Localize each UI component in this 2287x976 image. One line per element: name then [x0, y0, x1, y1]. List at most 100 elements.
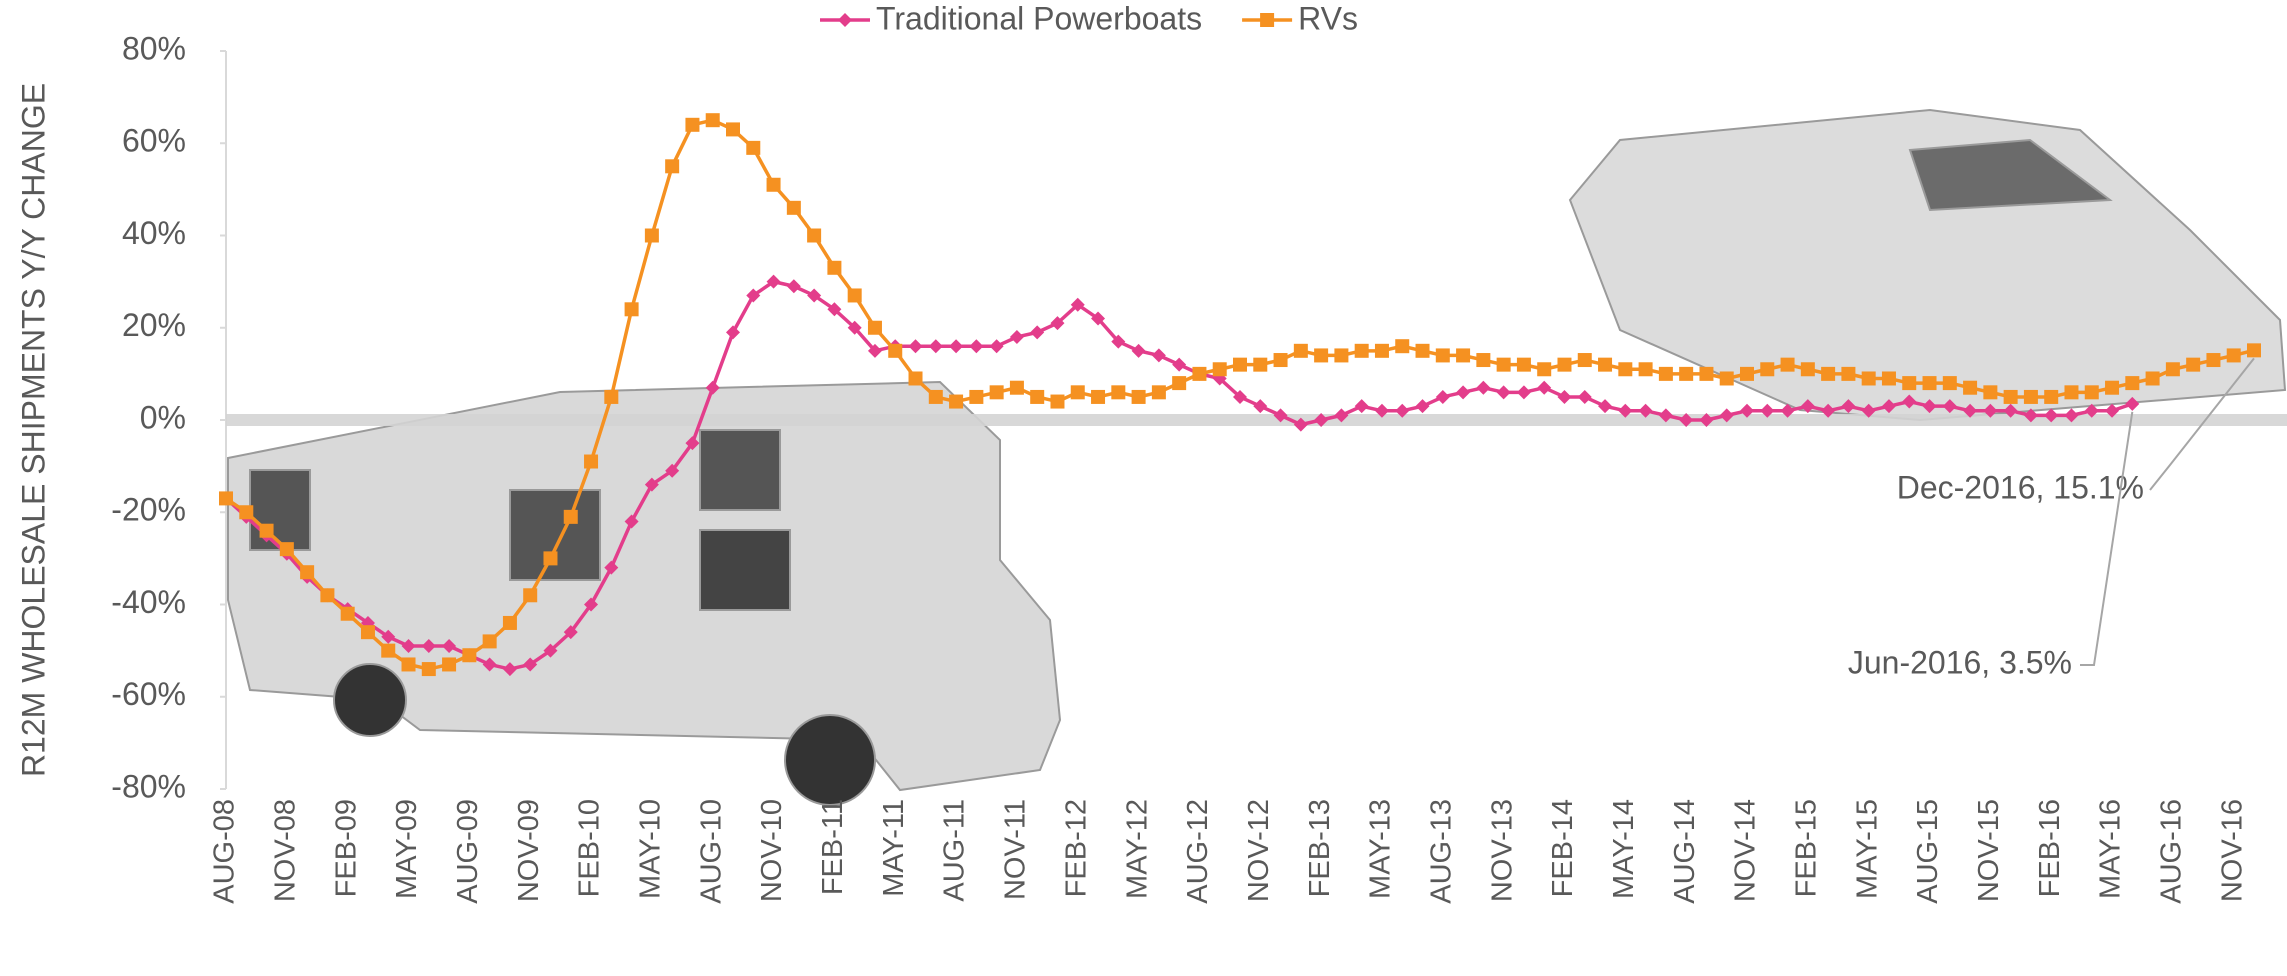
- y-tick-label: 60%: [122, 123, 186, 159]
- y-axis-title: R12M WHOLESALE SHIPMENTS Y/Y CHANGE: [15, 83, 51, 777]
- data-point: [1659, 367, 1673, 381]
- data-point: [1010, 330, 1024, 344]
- data-point: [949, 339, 963, 353]
- data-point: [1456, 348, 1470, 362]
- data-point: [1010, 381, 1024, 395]
- data-point: [402, 657, 416, 671]
- x-tick-label: NOV-10: [756, 799, 788, 902]
- data-point: [1375, 344, 1389, 358]
- data-point: [1253, 399, 1267, 413]
- data-point: [1192, 367, 1206, 381]
- data-point: [1740, 367, 1754, 381]
- data-point: [949, 395, 963, 409]
- data-point: [2166, 362, 2180, 376]
- data-point: [604, 390, 618, 404]
- data-point: [462, 648, 476, 662]
- data-point: [2125, 376, 2139, 390]
- data-point: [523, 588, 537, 602]
- data-point: [1233, 358, 1247, 372]
- data-point: [1071, 385, 1085, 399]
- data-point: [645, 229, 659, 243]
- x-tick-label: MAY-09: [391, 799, 423, 899]
- legend-label: Traditional Powerboats: [876, 0, 1202, 36]
- data-point: [1334, 348, 1348, 362]
- x-tick-label: FEB-16: [2034, 799, 2066, 897]
- data-point: [2227, 348, 2241, 362]
- x-tick-label: NOV-16: [2216, 799, 2248, 902]
- data-point: [1132, 344, 1146, 358]
- data-point: [807, 229, 821, 243]
- data-point: [320, 588, 334, 602]
- x-tick-label: FEB-11: [817, 799, 849, 895]
- data-point: [929, 390, 943, 404]
- data-point: [2004, 390, 2018, 404]
- annotation: Dec-2016, 15.1%: [1897, 469, 2144, 505]
- data-point: [1436, 390, 1450, 404]
- data-point: [219, 491, 233, 505]
- data-point: [341, 607, 355, 621]
- data-point: [787, 201, 801, 215]
- x-tick-label: MAY-16: [2095, 799, 2127, 899]
- x-tick-label: FEB-14: [1547, 799, 1579, 897]
- x-tick-label: MAY-14: [1608, 799, 1640, 899]
- data-point: [868, 321, 882, 335]
- x-tick-label: NOV-08: [269, 799, 301, 902]
- data-point: [1497, 358, 1511, 372]
- x-tick-label: FEB-10: [574, 799, 606, 897]
- data-point: [1821, 367, 1835, 381]
- data-point: [1476, 381, 1490, 395]
- x-tick-label: FEB-09: [330, 799, 362, 897]
- x-tick-label: FEB-15: [1790, 799, 1822, 897]
- y-tick-label: 80%: [122, 30, 186, 66]
- data-point: [2206, 353, 2220, 367]
- data-point: [2024, 390, 2038, 404]
- data-point: [2186, 358, 2200, 372]
- data-point: [1416, 344, 1430, 358]
- data-point: [1436, 348, 1450, 362]
- data-point: [1923, 376, 1937, 390]
- data-point: [1213, 362, 1227, 376]
- data-point: [1618, 362, 1632, 376]
- x-tick-label: FEB-12: [1060, 799, 1092, 897]
- data-point: [990, 339, 1004, 353]
- x-tick-label: AUG-13: [1425, 799, 1457, 904]
- x-tick-label: AUG-14: [1669, 799, 1701, 904]
- data-point: [1699, 367, 1713, 381]
- data-point: [1132, 390, 1146, 404]
- data-point: [1537, 362, 1551, 376]
- data-point: [239, 505, 253, 519]
- data-point: [442, 657, 456, 671]
- x-tick-label: AUG-11: [939, 799, 971, 902]
- data-point: [381, 644, 395, 658]
- data-point: [1416, 399, 1430, 413]
- data-point: [1253, 358, 1267, 372]
- data-point: [1781, 358, 1795, 372]
- data-point: [746, 141, 760, 155]
- data-point: [726, 325, 740, 339]
- y-tick-label: 40%: [122, 215, 186, 251]
- y-tick-label: -80%: [111, 768, 186, 804]
- chart: R12M WHOLESALE SHIPMENTS Y/Y CHANGE Trad…: [0, 0, 2287, 976]
- data-point: [1111, 385, 1125, 399]
- data-point: [706, 113, 720, 127]
- y-tick-label: -40%: [111, 584, 186, 620]
- data-point: [1497, 385, 1511, 399]
- data-point: [1578, 353, 1592, 367]
- annotation: Jun-2016, 3.5%: [1848, 644, 2072, 680]
- data-point: [1557, 358, 1571, 372]
- data-point: [767, 178, 781, 192]
- legend-marker: [838, 13, 852, 27]
- data-point: [685, 118, 699, 132]
- rv-picture: [228, 382, 1060, 805]
- data-point: [564, 510, 578, 524]
- data-point: [1598, 358, 1612, 372]
- data-point: [503, 616, 517, 630]
- data-point: [361, 625, 375, 639]
- data-point: [1355, 399, 1369, 413]
- data-point: [827, 261, 841, 275]
- data-point: [1030, 325, 1044, 339]
- data-point: [1882, 371, 1896, 385]
- data-point: [1801, 362, 1815, 376]
- data-point: [1720, 371, 1734, 385]
- x-tick-label: MAY-13: [1365, 799, 1397, 899]
